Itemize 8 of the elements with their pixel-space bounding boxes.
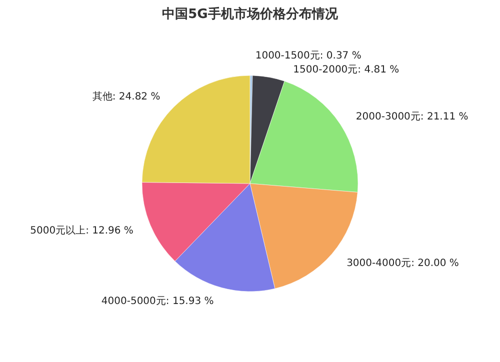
slice-label: 5000元以上: 12.96 % <box>30 224 134 237</box>
slice-label: 4000-5000元: 15.93 % <box>101 296 214 308</box>
slice-label: 1000-1500元: 0.37 % <box>255 50 362 62</box>
slice-label: 2000-3000元: 21.11 % <box>356 111 468 122</box>
slice-label: 3000-4000元: 20.00 % <box>346 258 459 269</box>
slice-label: 1500-2000元: 4.81 % <box>293 64 400 76</box>
chart-title: 中国5G手机市场价格分布情况 <box>162 6 339 22</box>
slice-label: 其他: 24.82 % <box>92 90 160 103</box>
